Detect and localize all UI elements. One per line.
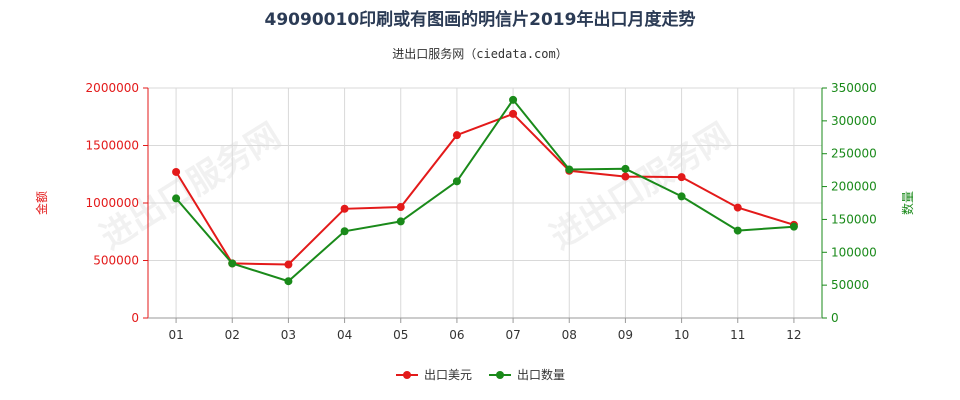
chart-title: 49090010印刷或有图画的明信片2019年出口月度走势 — [265, 9, 696, 30]
x-tick-label: 02 — [225, 328, 240, 342]
legend-label-1: 出口数量 — [517, 367, 565, 382]
series-1-point — [621, 164, 630, 173]
y-right-tick-label: 250000 — [831, 147, 877, 161]
series-line-0 — [175, 112, 795, 266]
x-tick-label: 05 — [393, 328, 408, 342]
series-1-point — [452, 177, 461, 186]
series-0-point — [677, 173, 686, 182]
series-0-point — [733, 203, 742, 212]
series-1-point — [677, 192, 686, 201]
legend-marker-1 — [496, 371, 504, 379]
x-tick-label: 07 — [505, 328, 520, 342]
x-tick-label: 08 — [562, 328, 577, 342]
y-left-tick-label: 2000000 — [86, 81, 139, 95]
series-0-point — [284, 260, 293, 269]
series-1-point — [172, 194, 181, 203]
series-0-point — [509, 109, 518, 118]
y-right-tick-label: 150000 — [831, 212, 877, 226]
legend-marker-0 — [403, 371, 411, 379]
y-left-tick-label: 500000 — [93, 254, 139, 268]
x-tick-label: 11 — [730, 328, 745, 342]
y-left-tick-label: 1000000 — [86, 196, 139, 210]
y-left-tick-label: 0 — [131, 311, 139, 325]
series-1-point — [733, 226, 742, 235]
x-tick-label: 09 — [618, 328, 633, 342]
legend: 出口美元 出口数量 — [396, 367, 565, 382]
x-tick-label: 06 — [449, 328, 464, 342]
series-0-point — [172, 167, 181, 176]
series-0-point — [340, 204, 349, 213]
x-tick-label: 10 — [674, 328, 689, 342]
y-right-tick-label: 200000 — [831, 180, 877, 194]
watermark-text: 进出口服务网 — [94, 116, 288, 258]
y-left-axis-label: 金额 — [34, 191, 49, 215]
y-left-tick-label: 1500000 — [86, 139, 139, 153]
grid-lines — [148, 87, 822, 319]
series-1-point — [565, 165, 574, 174]
watermark-text: 进出口服务网 — [544, 116, 738, 258]
y-right-tick-label: 350000 — [831, 81, 877, 95]
series-1-point — [340, 227, 349, 236]
x-tick-label: 12 — [786, 328, 801, 342]
tick-labels: 0 500000 1000000 1500000 2000000 0 50000 100000… — [86, 81, 877, 342]
y-right-tick-label: 0 — [831, 311, 839, 325]
series-0-point — [396, 203, 405, 212]
series-1-point — [228, 259, 237, 268]
chart-subtitle: 进出口服务网（ciedata.com） — [392, 46, 567, 61]
series-0-point — [621, 172, 630, 181]
y-right-tick-label: 50000 — [831, 278, 869, 292]
y-right-tick-label: 100000 — [831, 245, 877, 259]
y-right-tick-label: 300000 — [831, 114, 877, 128]
y-right-axis-label: 数量 — [900, 191, 915, 215]
x-tick-label: 04 — [337, 328, 352, 342]
series-1-point — [396, 217, 405, 226]
series-1-point — [789, 222, 798, 231]
series-1-point — [509, 95, 518, 104]
series-line-1 — [175, 98, 794, 283]
x-tick-label: 03 — [281, 328, 296, 342]
legend-label-0: 出口美元 — [424, 368, 472, 382]
series-1-point — [284, 277, 293, 286]
series-0-point — [452, 131, 461, 140]
x-tick-label: 01 — [168, 328, 183, 342]
series-layer — [172, 95, 798, 286]
